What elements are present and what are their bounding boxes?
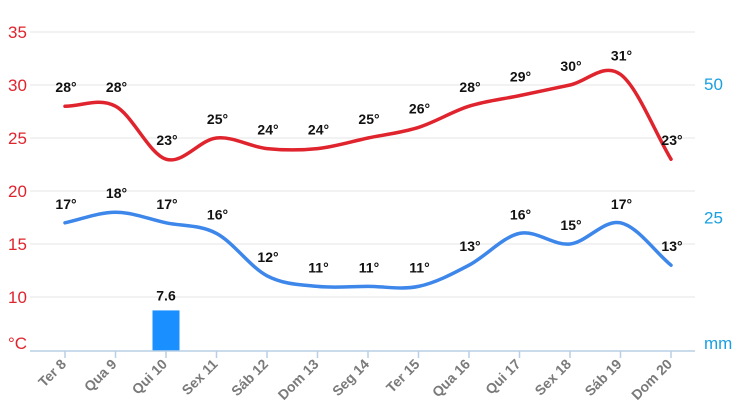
x-tick-label: Dom 13	[275, 356, 322, 403]
min-temperature-label: 17°	[611, 196, 632, 212]
min-temperature-label: 13°	[459, 238, 480, 254]
x-tick-label: Sex 18	[531, 356, 574, 399]
max-temperature-line	[63, 68, 673, 162]
max-temperature-label: 24°	[257, 122, 278, 138]
x-tick-label: Sáb 19	[581, 356, 624, 399]
max-temperature-label: 25°	[358, 111, 379, 127]
max-temperature-label: 28°	[55, 79, 76, 95]
max-temperature-label: 31°	[611, 47, 632, 63]
precipitation-bar	[152, 310, 180, 351]
min-temperature-line	[63, 210, 673, 290]
min-temperature-label: 18°	[106, 185, 127, 201]
min-temperature-label: 17°	[55, 196, 76, 212]
left-axis-unit: °C	[8, 334, 27, 353]
min-temperature-label: 16°	[207, 206, 228, 222]
min-temperature-label: 17°	[156, 196, 177, 212]
right-tick-label: 50	[704, 75, 723, 94]
x-tick-label: Ter 15	[383, 356, 423, 396]
right-tick-label: 25	[704, 209, 723, 228]
temperature-lines	[63, 68, 673, 290]
x-tick-label: Qui 17	[482, 356, 524, 398]
min-temperature-label: 15°	[560, 217, 581, 233]
data-labels: 28° 28° 23° 25° 24° 24° 25° 26° 28° 29° 30° 31° 23° 1…	[55, 47, 682, 303]
precipitation-label: 7.6	[156, 287, 176, 303]
left-tick-label: 10	[8, 288, 27, 307]
x-tick-label: Seg 14	[329, 356, 372, 399]
left-tick-label: 15	[8, 235, 27, 254]
min-temperature-label: 11°	[409, 259, 429, 275]
grid-lines	[30, 31, 695, 298]
x-tick-label: Ter 8	[35, 356, 69, 390]
left-tick-label: 35	[8, 23, 27, 42]
min-temperature-label: 11°	[308, 259, 328, 275]
max-temperature-label: 30°	[560, 58, 581, 74]
right-axis-unit: mm	[704, 334, 732, 353]
max-temperature-label: 29°	[510, 69, 531, 85]
min-temperature-label: 12°	[257, 249, 278, 265]
left-tick-label: 20	[8, 182, 27, 201]
x-tick-label: Qua 16	[429, 356, 473, 400]
max-temperature-label: 28°	[106, 79, 127, 95]
precipitation-bars	[152, 310, 180, 351]
min-temperature-label: 11°	[359, 259, 379, 275]
x-tick-label: Sáb 12	[228, 356, 271, 399]
x-tick-label: Qua 9	[81, 356, 120, 395]
left-tick-label: 25	[8, 129, 27, 148]
min-temperature-label: 13°	[661, 238, 682, 254]
max-temperature-label: 28°	[459, 79, 480, 95]
left-tick-label: 30	[8, 76, 27, 95]
x-tick-label: Sex 11	[178, 356, 220, 398]
min-temperature-label: 16°	[510, 206, 531, 222]
max-temperature-label: 25°	[207, 111, 228, 127]
max-temperature-label: 23°	[156, 132, 177, 148]
max-temperature-label: 23°	[661, 132, 682, 148]
max-temperature-label: 26°	[409, 100, 430, 116]
x-tick-label: Qui 10	[129, 356, 171, 398]
x-tick-label: Dom 20	[628, 356, 675, 403]
max-temperature-label: 24°	[308, 122, 329, 138]
